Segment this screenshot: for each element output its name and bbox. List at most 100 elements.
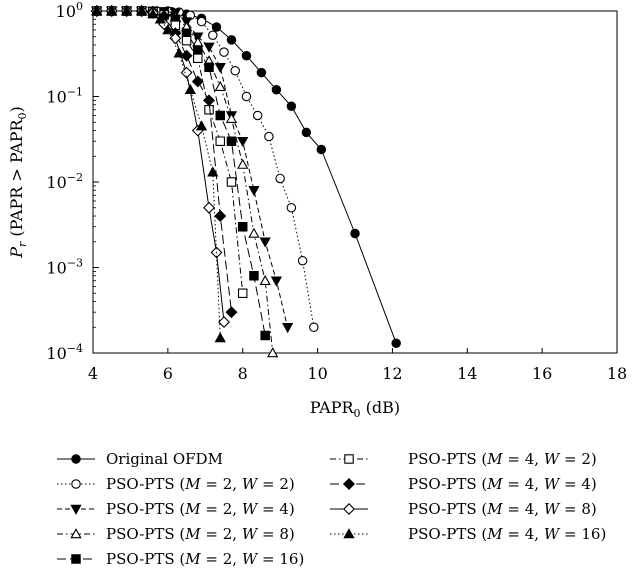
data-point: [241, 50, 252, 61]
data-point: [204, 104, 214, 115]
data-point: [195, 120, 208, 131]
data-point: [225, 306, 238, 319]
data-point: [237, 221, 248, 232]
x-tick-label: 8: [238, 364, 248, 383]
x-tick-label: 18: [607, 364, 627, 383]
data-point: [207, 166, 219, 177]
x-tick-label: 16: [532, 364, 552, 383]
legend-label: PSO-PTS (M = 2, W = 2): [106, 475, 295, 493]
data-point: [297, 255, 308, 266]
data-point: [350, 228, 360, 239]
y-tick-label: 10−1: [46, 86, 83, 107]
data-point: [180, 49, 193, 62]
data-point: [309, 322, 319, 333]
data-point: [316, 144, 327, 155]
series-line-7: [96, 10, 232, 313]
series-9: [91, 5, 226, 343]
data-point: [256, 67, 267, 78]
data-point: [226, 136, 237, 146]
data-point: [248, 186, 260, 197]
data-point: [203, 94, 216, 107]
series-line-2: [96, 10, 315, 328]
legend-marker: [343, 478, 355, 490]
data-point: [226, 35, 237, 45]
legend-marker: [71, 454, 81, 464]
x-tick-label: 10: [307, 364, 327, 383]
series-2: [91, 6, 319, 333]
legend-label: PSO-PTS (M = 2, W = 16): [106, 550, 304, 568]
data-point: [249, 271, 259, 281]
legend-label: PSO-PTS (M = 4, W = 2): [408, 450, 597, 468]
y-tick-label: 10−4: [46, 342, 83, 363]
series-layer: [90, 5, 401, 358]
data-point: [121, 5, 133, 16]
y-axis-label: Pr (PAPR > PAPR0): [7, 106, 29, 259]
data-point: [237, 288, 248, 298]
data-point: [154, 13, 167, 24]
legend-marker: [343, 503, 355, 515]
plot-frame: [92, 10, 618, 354]
data-point: [196, 16, 207, 27]
data-point: [241, 91, 252, 102]
data-point: [193, 53, 203, 64]
series-line-5: [96, 10, 266, 336]
data-point: [225, 112, 238, 123]
series-line-8: [96, 10, 225, 323]
data-point: [106, 5, 118, 16]
data-point: [181, 35, 192, 46]
data-point: [191, 75, 204, 88]
x-axis-label: PAPR0 (dB): [310, 398, 400, 420]
data-point: [184, 83, 196, 94]
data-point: [169, 32, 182, 45]
data-point: [211, 22, 222, 32]
x-tick-label: 14: [457, 364, 477, 383]
data-point: [259, 274, 271, 285]
series-line-4: [96, 10, 274, 354]
legend-label: PSO-PTS (M = 4, W = 16): [408, 525, 606, 543]
data-point: [204, 62, 214, 72]
data-point: [237, 136, 249, 148]
data-point: [214, 210, 227, 223]
data-point: [136, 5, 148, 16]
series-line-3: [96, 10, 289, 328]
data-point: [219, 47, 229, 57]
series-8: [90, 5, 230, 329]
data-point: [264, 131, 274, 142]
data-point: [271, 84, 282, 95]
data-point: [208, 30, 218, 41]
series-7: [90, 5, 238, 319]
data-point: [193, 45, 203, 55]
x-axis: 4 6 8 10 12 14 16 18: [88, 348, 627, 383]
data-point: [215, 136, 226, 146]
data-point: [259, 237, 271, 248]
data-point: [237, 158, 249, 169]
data-point: [391, 338, 401, 349]
data-point: [260, 330, 270, 341]
x-tick-label: 12: [382, 364, 402, 383]
y-tick-label: 10−2: [46, 171, 83, 192]
legend-label: Original OFDM: [106, 450, 223, 468]
data-point: [180, 66, 193, 79]
data-point: [301, 127, 312, 138]
data-point: [281, 323, 294, 334]
legend-marker: [344, 454, 354, 464]
legend-marker: [70, 504, 82, 515]
data-point: [214, 62, 226, 74]
data-point: [214, 332, 226, 343]
data-point: [252, 110, 263, 121]
legend-label: PSO-PTS (M = 4, W = 8): [408, 500, 597, 518]
data-point: [275, 173, 285, 184]
legend: Original OFDM PSO-PTS (M = 2, W = 2) PSO-P…: [57, 450, 606, 568]
y-axis: 100 10−1 10−2 10−3 10−4: [46, 0, 99, 363]
legend-label: PSO-PTS (M = 2, W = 4): [106, 500, 295, 518]
data-point: [215, 110, 226, 121]
data-point: [203, 201, 216, 214]
legend-marker: [71, 554, 81, 564]
data-point: [203, 42, 215, 53]
data-point: [286, 202, 297, 213]
plot-area: 4 6 8 10 12 14 16 18 100 10−1 10−2 10−3 10−4: [46, 0, 627, 383]
legend-label: PSO-PTS (M = 2, W = 8): [106, 525, 295, 543]
y-tick-label: 100: [56, 0, 83, 21]
x-tick-label: 4: [88, 364, 98, 383]
